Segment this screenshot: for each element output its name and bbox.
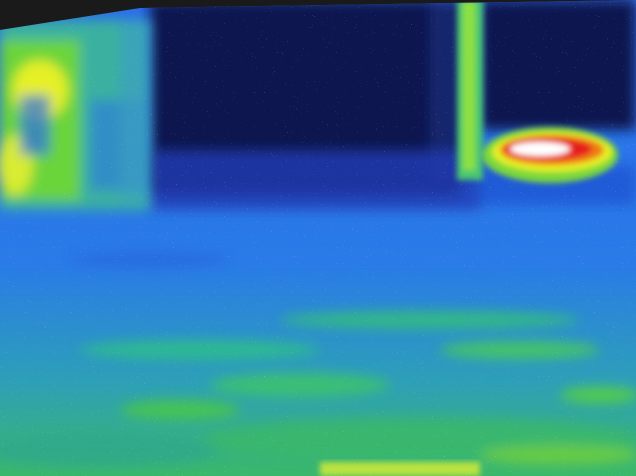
thermal-field [0, 0, 636, 476]
thermal-image [0, 0, 636, 476]
sensor-noise [0, 0, 636, 476]
